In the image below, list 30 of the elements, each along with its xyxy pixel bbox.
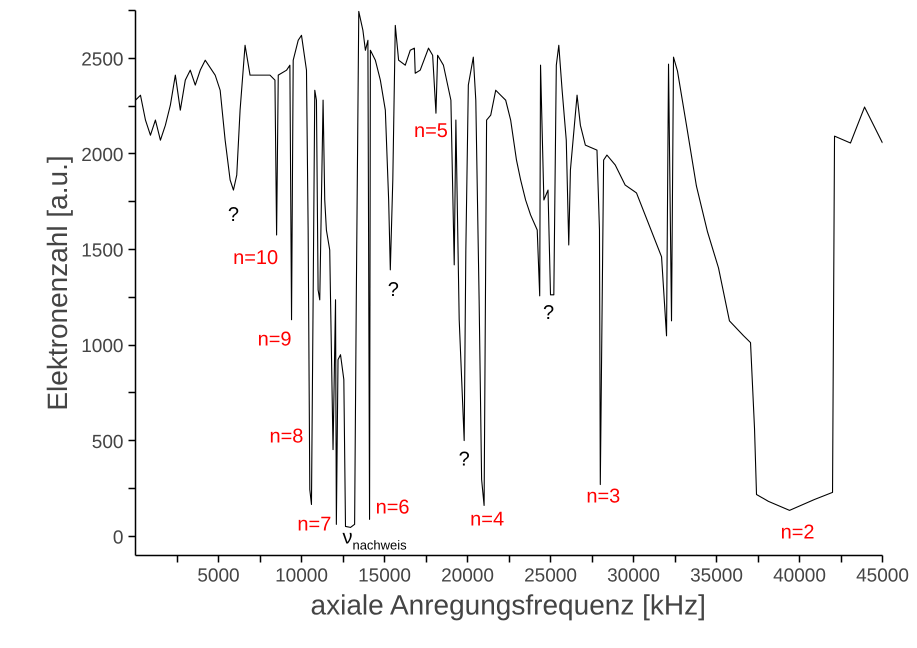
y-tick-label: 1000 bbox=[81, 336, 124, 358]
annotation: ? bbox=[542, 302, 554, 324]
annotation: ? bbox=[388, 278, 399, 301]
annotation: n=2 bbox=[780, 521, 815, 544]
x-tick-label: 35000 bbox=[690, 566, 743, 586]
x-axis-title: axiale Anregungsfrequenz [kHz] bbox=[310, 590, 706, 620]
y-tick-label: 500 bbox=[92, 432, 124, 453]
annotation: ? bbox=[228, 204, 240, 226]
annotation: n=9 bbox=[258, 328, 292, 351]
y-axis-title: Elektronenzahl [a.u.] bbox=[42, 155, 74, 411]
x-tick-label: 30000 bbox=[607, 566, 660, 586]
annotation: n=5 bbox=[414, 120, 448, 142]
x-tick-label: 25000 bbox=[524, 566, 577, 586]
annotation: n=7 bbox=[297, 513, 332, 536]
x-tick-label: 10000 bbox=[275, 566, 328, 586]
annotation: n=6 bbox=[376, 496, 410, 518]
annotation: ? bbox=[458, 448, 470, 471]
annotation: n=4 bbox=[470, 508, 504, 530]
annotation: n=8 bbox=[269, 425, 304, 448]
y-tick-label: 2000 bbox=[81, 144, 124, 166]
x-tick-label: 45000 bbox=[856, 566, 909, 586]
x-tick-label: 20000 bbox=[441, 566, 494, 586]
annotation: n=3 bbox=[586, 486, 620, 508]
x-tick-label: 40000 bbox=[773, 566, 826, 586]
x-tick-label: 15000 bbox=[358, 566, 411, 586]
y-tick-label: 2500 bbox=[81, 49, 124, 70]
y-tick-label: 1500 bbox=[81, 240, 124, 262]
y-tick-label: 0 bbox=[112, 527, 124, 548]
annotation: n=10 bbox=[233, 247, 278, 269]
x-tick-label: 5000 bbox=[197, 566, 240, 586]
